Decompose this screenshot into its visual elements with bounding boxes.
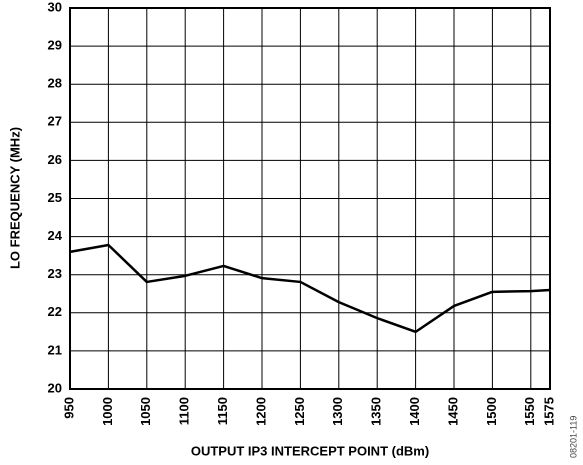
- y-tick-label: 29: [48, 38, 62, 53]
- x-tick-label: 1250: [292, 397, 307, 426]
- y-tick-label: 26: [48, 152, 62, 167]
- y-tick-label: 24: [48, 228, 63, 243]
- data-line: [69, 243, 551, 334]
- y-tick-label: 22: [48, 304, 62, 319]
- x-tick-label: 1300: [330, 397, 345, 426]
- x-tick-label: 1350: [369, 397, 384, 426]
- x-tick-label: 1200: [253, 397, 268, 426]
- x-tick-label: 1150: [215, 397, 230, 425]
- plot-frame: [69, 7, 551, 390]
- x-tick-label: 1450: [445, 397, 460, 426]
- x-tick-label: 950: [61, 397, 76, 419]
- y-tick-label: 23: [48, 266, 62, 281]
- y-tick-label: 28: [48, 76, 62, 91]
- y-axis-label: LO FREQUENCY (MHz): [7, 127, 22, 269]
- figure-note: 08201-119: [568, 416, 578, 458]
- x-tick-label: 1575: [541, 397, 556, 426]
- y-tick-label: 20: [48, 380, 62, 395]
- x-tick-label: 1550: [522, 397, 537, 426]
- x-tick-label: 1050: [138, 397, 153, 426]
- x-tick-label: 1000: [100, 397, 115, 426]
- y-tick-label: 21: [48, 342, 62, 357]
- y-tick-label: 25: [48, 190, 62, 205]
- x-tick-label: 1500: [484, 397, 499, 426]
- y-tick-label: 30: [48, 0, 62, 14]
- y-tick-label: 27: [48, 114, 62, 129]
- x-tick-label: 1400: [407, 397, 422, 426]
- x-axis-label: OUTPUT IP3 INTERCEPT POINT (dBm): [191, 443, 429, 458]
- x-tick-label: 1100: [177, 397, 192, 425]
